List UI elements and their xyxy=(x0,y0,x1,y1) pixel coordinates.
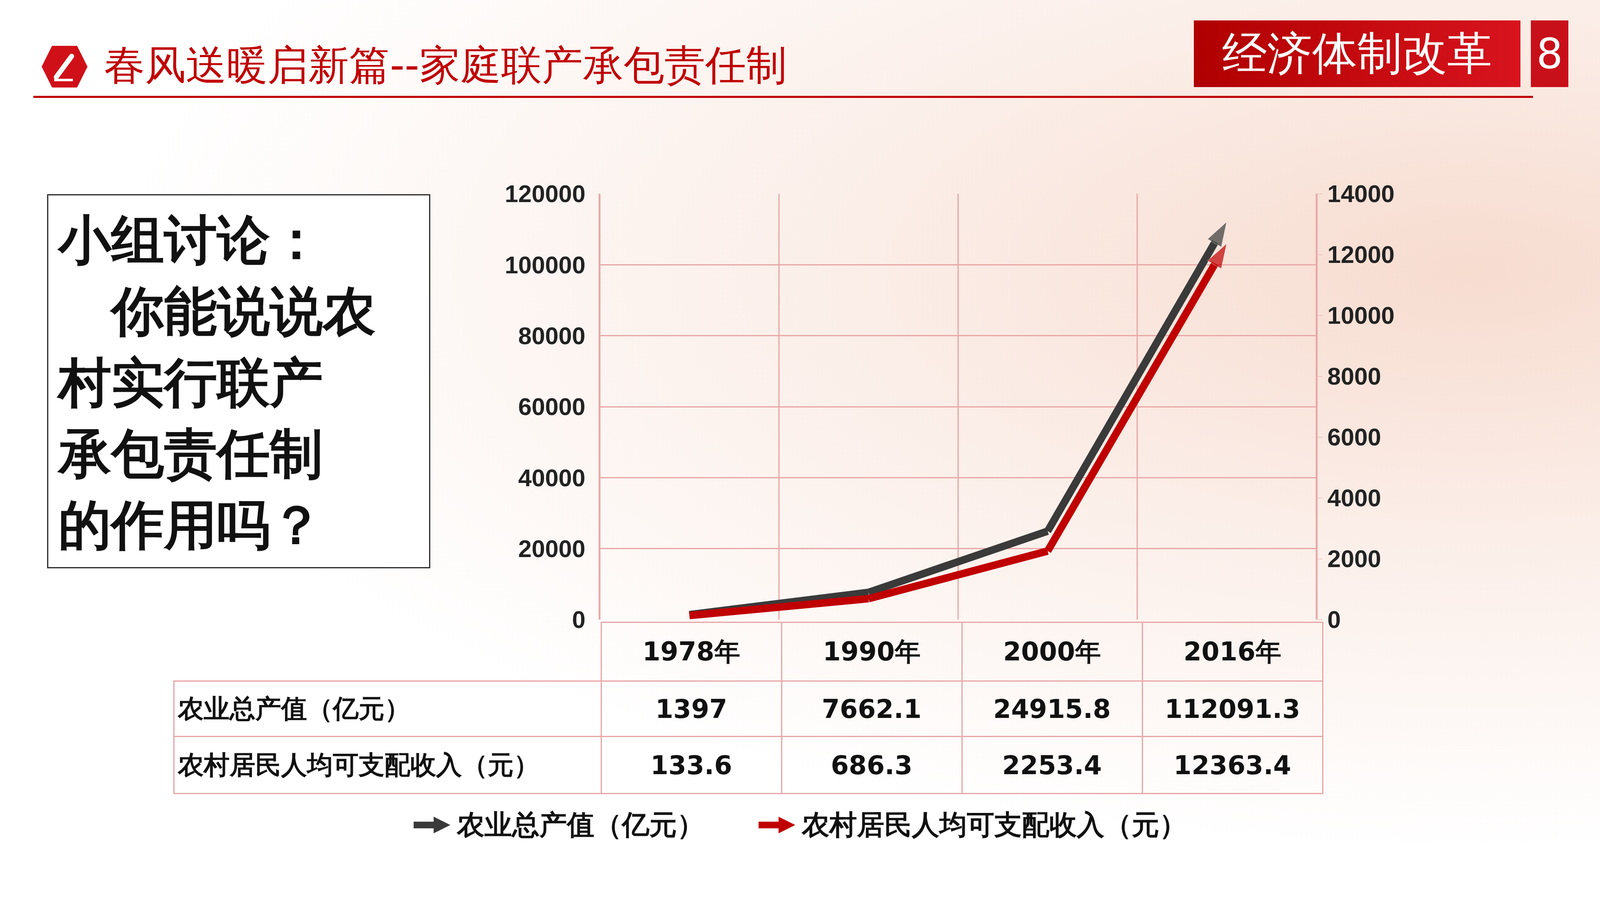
html-text:7662.1: 7662.1 xyxy=(821,693,922,724)
svg-text:10000: 10000 xyxy=(1327,301,1395,329)
html-text:2253.4: 2253.4 xyxy=(1002,749,1102,781)
html-text:小组讨论：: 小组讨论： xyxy=(58,209,323,271)
svg-text:2000: 2000 xyxy=(1327,544,1382,572)
svg-text:40000: 40000 xyxy=(518,464,586,492)
html-text:24915.8: 24915.8 xyxy=(993,693,1111,724)
html-text:2000年: 2000年 xyxy=(1003,636,1101,667)
html-text:8: 8 xyxy=(1536,29,1563,79)
svg-text:4000: 4000 xyxy=(1327,484,1382,512)
html-text:农村居民人均可支配收入（元）: 农村居民人均可支配收入（元） xyxy=(177,749,540,780)
svg-text:20000: 20000 xyxy=(518,534,586,562)
html-text:春风送暖启新篇--家庭联产承包责任制: 春风送暖启新篇--家庭联产承包责任制 xyxy=(104,41,787,89)
svg-text:60000: 60000 xyxy=(518,392,586,420)
svg-text:12000: 12000 xyxy=(1327,240,1395,268)
svg-text:6000: 6000 xyxy=(1327,423,1382,451)
html-text:112091.3: 112091.3 xyxy=(1164,693,1301,724)
svg-text:0: 0 xyxy=(571,605,586,633)
html-text:的作用吗？: 的作用吗？ xyxy=(58,494,323,556)
html-text:农业总产值（亿元）: 农业总产值（亿元） xyxy=(456,808,705,841)
html-text:你能说说农: 你能说说农 xyxy=(111,280,376,342)
html-text:农业总产值（亿元）: 农业总产值（亿元） xyxy=(177,693,411,724)
html-text:1978年: 1978年 xyxy=(642,636,741,667)
html-text:686.3: 686.3 xyxy=(830,749,913,781)
html-text:12363.4: 12363.4 xyxy=(1173,749,1292,781)
html-text:133.6: 133.6 xyxy=(650,749,733,781)
svg-text:80000: 80000 xyxy=(518,321,586,350)
html-text:经济体制改革: 经济体制改革 xyxy=(1222,27,1493,80)
html-text:农村居民人均可支配收入（元）: 农村居民人均可支配收入（元） xyxy=(801,808,1187,841)
svg-text:100000: 100000 xyxy=(504,251,586,279)
svg-text:14000: 14000 xyxy=(1327,179,1395,208)
html-text:村实行联产: 村实行联产 xyxy=(58,351,323,414)
svg-text:0: 0 xyxy=(1327,605,1341,633)
html-text:承包责任制: 承包责任制 xyxy=(58,422,323,485)
svg-text:120000: 120000 xyxy=(504,179,586,208)
html-text:2016年: 2016年 xyxy=(1183,636,1282,667)
svg-text:8000: 8000 xyxy=(1327,362,1382,390)
html-text:1990年: 1990年 xyxy=(822,636,921,667)
html-text:1397: 1397 xyxy=(655,693,728,724)
